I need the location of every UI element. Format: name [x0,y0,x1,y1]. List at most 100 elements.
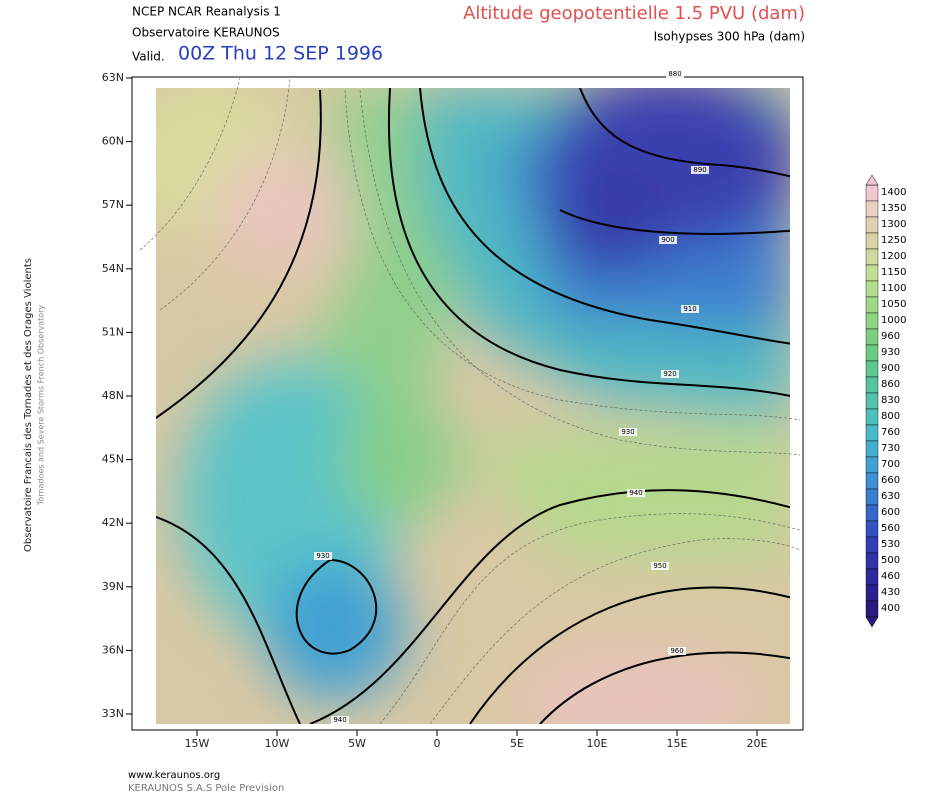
colorbar-label: 1300 [881,219,906,230]
colorbar-label: 430 [881,587,900,598]
lat-label: 57N [102,198,124,211]
colorbar-cell [865,392,879,410]
contour-label-box [666,70,684,78]
colorbar-label: 1250 [881,235,906,246]
colorbar-label: 560 [881,523,900,534]
lon-label: 10W [265,737,290,750]
colorbar-label: 700 [881,459,900,470]
colorbar-cell [865,328,879,346]
colorbar-top-arrow [865,174,879,186]
colorbar-cell [865,488,879,506]
colorbar-label: 960 [881,331,900,342]
colorbar-cell [865,200,879,218]
colorbar-cell [865,232,879,250]
lat-label: 51N [102,325,124,338]
colorbar-label: 1150 [881,267,906,278]
latitude-axis: 63N 60N 57N 54N 51N 48N 45N 42N 39N 36N 33N [102,71,132,720]
colorbar-cell [865,216,879,234]
colorbar-label: 800 [881,411,900,422]
colorbar-bottom-arrow [865,616,879,628]
colorbar-cell [865,552,879,570]
contour-label-box [619,428,637,436]
colorbar-cell [865,408,879,426]
contour-label-box [314,552,332,560]
colorbar-cell [865,296,879,314]
colorbar-label: 900 [881,363,900,374]
colorbar-cell [865,280,879,298]
colorbar-label: 930 [881,347,900,358]
contour-label: 920 [663,370,676,378]
contour-label: 930 [621,428,634,436]
contour-label: 890 [693,166,706,174]
contour-label-box [331,716,349,724]
valid-label: Valid. [132,50,165,64]
colorbar-cell [865,344,879,362]
lat-label: 48N [102,389,124,402]
colorbar-cell [865,584,879,602]
colorbar-cell [865,536,879,554]
contour-label: 930 [316,552,329,560]
colorbar-label: 1200 [881,251,906,262]
colorbar-label: 760 [881,427,900,438]
contour-labels: 880 890 900 910 920 930 940 950 960 930 940 [314,70,709,724]
footer-company: KERAUNOS S.A.S Pole Prevision [128,783,284,794]
contour-label-box [627,489,645,497]
colorbar-label: 1400 [881,187,906,198]
colorbar-cell [865,472,879,490]
colorbar-label: 660 [881,475,900,486]
colorbar: 1400 1350 1300 1250 1200 1150 1100 1050 1000 960 9… [865,174,906,628]
colorbar-cell [865,520,879,538]
lon-label: 10E [587,737,608,750]
lat-label: 39N [102,580,124,593]
title: Altitude geopotentielle 1.5 PVU (dam) [463,3,805,24]
colorbar-label: 730 [881,443,900,454]
main-contours [156,88,790,724]
colorbar-cell [865,424,879,442]
contour-label-box [681,305,699,313]
side-text-french: Observatoire Francais des Tornades et de… [23,258,34,552]
observatory: Observatoire KERAUNOS [132,26,280,40]
colorbar-label: 830 [881,395,900,406]
isohypses [139,77,801,725]
contour-label: 960 [670,647,683,655]
colorbar-cell [865,248,879,266]
colorbar-label: 1100 [881,283,906,294]
colorbar-cell [865,360,879,378]
colorbar-label: 860 [881,379,900,390]
colorbar-cell [865,600,879,618]
colorbar-cell [865,440,879,458]
lat-label: 36N [102,643,124,656]
valid-time: 00Z Thu 12 SEP 1996 [178,43,383,65]
colorbar-label: 630 [881,491,900,502]
side-text-english: Tornadoes and Severe Storms French Obser… [37,305,46,507]
contour-label-box [651,562,669,570]
colorbar-cell [865,312,879,330]
contour-label: 950 [653,562,666,570]
colorbar-label: 1000 [881,315,906,326]
lat-label: 45N [102,453,124,466]
map-frame [131,76,804,731]
colorbar-cell [865,264,879,282]
contour-label-box [668,647,686,655]
lat-label: 42N [102,516,124,529]
colorbar-label: 1050 [881,299,906,310]
colorbar-cell [865,376,879,394]
contour-label: 940 [333,716,346,724]
colorbar-cell [865,456,879,474]
colorbar-label: 1350 [881,203,906,214]
lat-label: 33N [102,707,124,720]
lon-label: 5W [348,737,366,750]
contour-label: 910 [683,305,696,313]
lat-label: 60N [102,135,124,148]
lon-label: 5E [510,737,524,750]
lon-label: 20E [747,737,768,750]
colorbar-label: 600 [881,507,900,518]
longitude-axis: 15W 10W 5W 0 5E 10E 15E 20E [185,730,768,750]
colorbar-label: 530 [881,539,900,550]
lat-label: 63N [102,71,124,84]
colorbar-label: 460 [881,571,900,582]
lon-label: 0 [434,737,441,750]
contour-label: 880 [668,70,681,78]
contour-label: 900 [661,236,674,244]
